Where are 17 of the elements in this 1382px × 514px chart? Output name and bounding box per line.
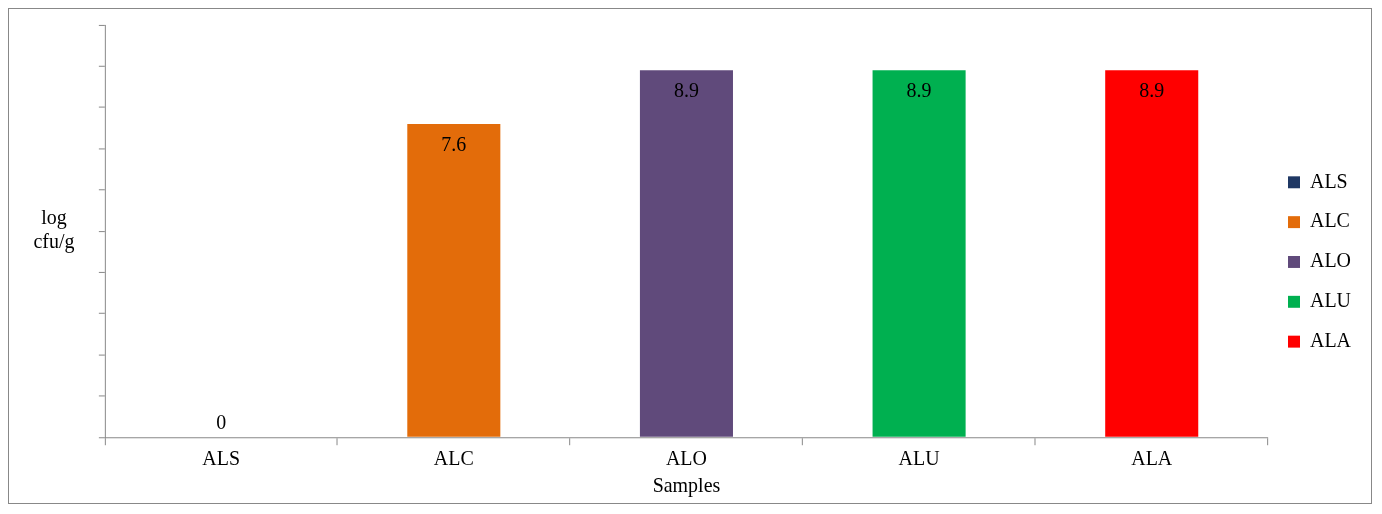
legend-label: ALU <box>1309 289 1352 312</box>
legend-label: ALC <box>1309 209 1350 232</box>
legend-label: ALO <box>1309 249 1352 272</box>
data-label: 8.9 <box>673 79 699 102</box>
x-tick-label: ALU <box>898 447 940 470</box>
x-tick-label: ALO <box>665 447 707 470</box>
x-tick-label: ALA <box>1131 447 1173 470</box>
data-label: 0 <box>216 410 227 433</box>
x-axis-title: Samples <box>652 474 721 498</box>
y-axis-title: log cfu/g <box>33 206 75 254</box>
legend-label: ALS <box>1309 169 1348 192</box>
legend-label: ALA <box>1309 328 1352 351</box>
data-label: 8.9 <box>1139 79 1165 102</box>
data-label: 8.9 <box>906 79 932 102</box>
x-tick-label: ALS <box>202 447 241 470</box>
data-label: 7.6 <box>441 133 467 156</box>
x-tick-label: ALC <box>433 447 474 470</box>
